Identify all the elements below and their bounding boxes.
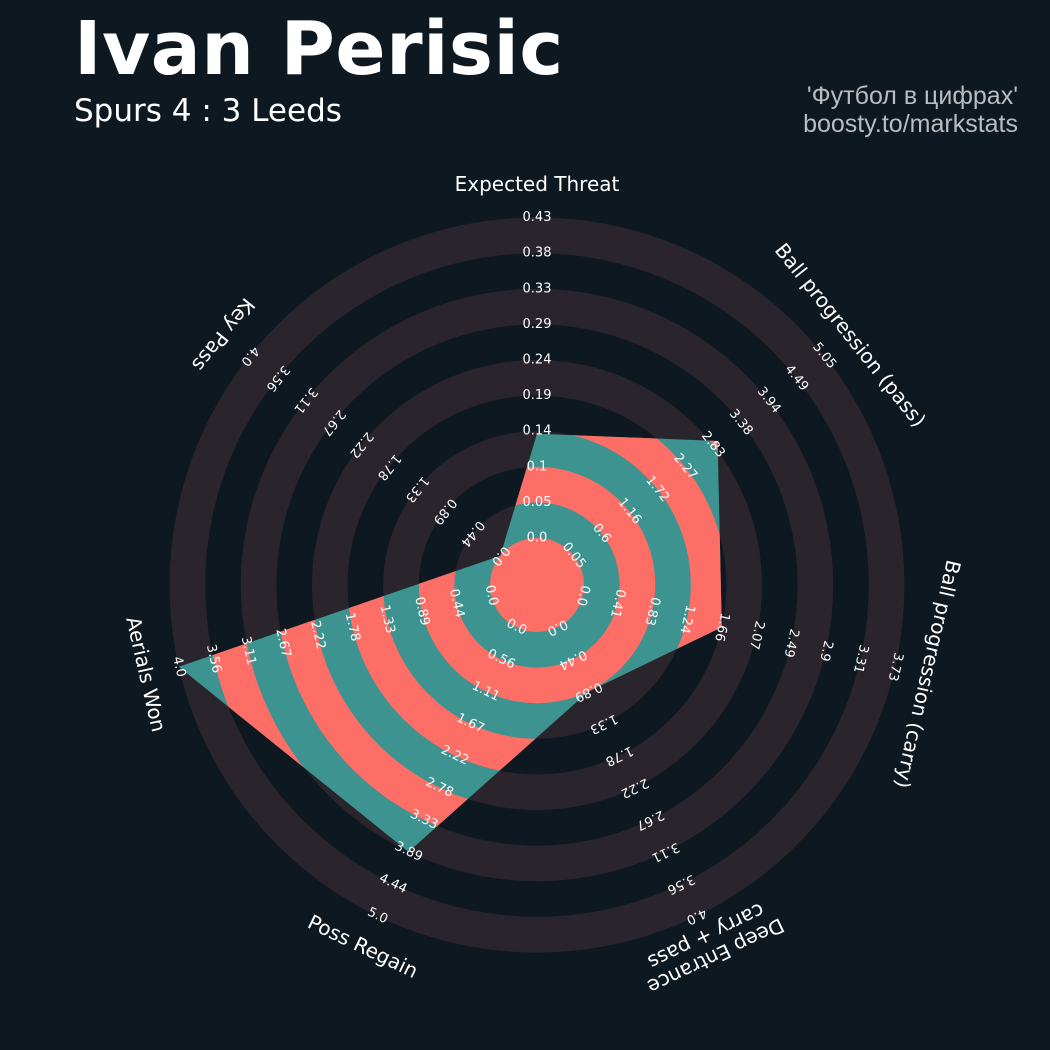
radar-tick-label: 0.05 [523, 495, 552, 510]
credit-line-channel: 'Футбол в цифрах' [806, 82, 1018, 110]
radar-tick-label: 4.0 [169, 655, 188, 679]
radar-tick-label: 1.78 [342, 611, 363, 643]
player-hub [490, 538, 584, 632]
page-title: Ivan Perisic [74, 6, 564, 92]
radar-category-label: Aerials Won [121, 614, 171, 734]
credit-line-url: boosty.to/markstats [803, 110, 1018, 138]
radar-tick-label: 0.44 [446, 588, 467, 620]
radar-tick-label: 2.22 [307, 619, 328, 651]
radar-tick-label: 3.56 [203, 643, 224, 675]
radar-tick-label: 3.11 [238, 635, 259, 667]
radar-tick-label: 0.0 [482, 584, 501, 608]
radar-tick-label: 0.83 [642, 596, 663, 628]
radar-tick-label: 0.0 [527, 531, 548, 546]
radar-category-line: Aerials Won [121, 614, 171, 734]
radar-tick-label: 0.33 [523, 281, 552, 296]
radar-tick-label: 0.14 [523, 424, 552, 439]
radar-tick-label: 2.49 [781, 627, 802, 659]
radar-tick-label: 0.43 [523, 210, 552, 225]
radar-tick-label: 1.33 [377, 603, 398, 635]
radar-category-line: Expected Threat [455, 172, 620, 196]
radar-category-label: Expected Threat [455, 172, 620, 196]
match-subtitle: Spurs 4 : 3 Leeds [74, 93, 342, 129]
radar-tick-label: 0.89 [411, 596, 432, 628]
radar-tick-label: 0.24 [523, 353, 552, 368]
radar-tick-label: 0.29 [523, 317, 552, 332]
credit-block: 'Футбол в цифрах' boosty.to/markstats [803, 82, 1018, 138]
radar-tick-label: 3.73 [885, 651, 906, 683]
radar-tick-label: 0.1 [527, 459, 548, 474]
radar-tick-label: 0.0 [573, 584, 592, 608]
radar-tick-label: 2.67 [272, 627, 293, 659]
radar-tick-label: 0.41 [607, 588, 628, 620]
radar-tick-label: 0.38 [523, 246, 552, 261]
radar-tick-label: 0.19 [523, 388, 552, 403]
radar-tick-label: 2.9 [816, 639, 835, 663]
radar-tick-label: 1.66 [711, 611, 732, 643]
radar-tick-label: 3.31 [850, 643, 871, 675]
radar-tick-label: 1.24 [676, 603, 697, 635]
radar-tick-label: 2.07 [746, 619, 767, 651]
